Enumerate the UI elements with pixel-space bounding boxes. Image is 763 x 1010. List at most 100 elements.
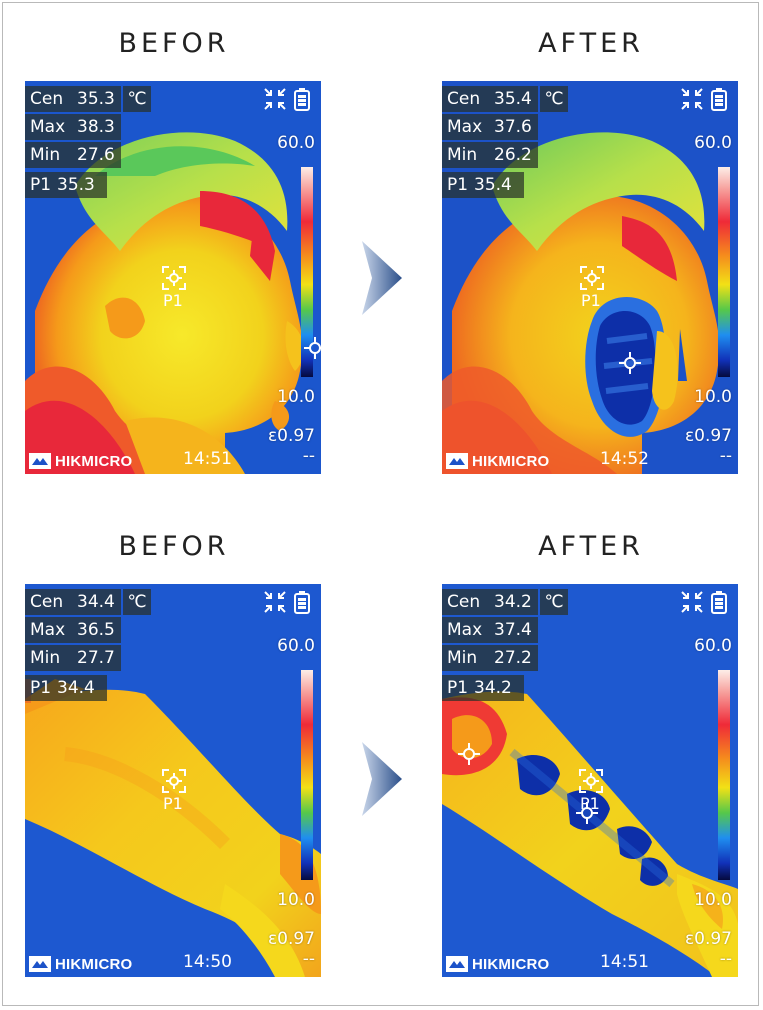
p1-tag: P1 xyxy=(163,291,183,310)
battery-icon xyxy=(294,591,310,614)
battery-icon xyxy=(711,88,727,111)
hikmicro-logo-icon xyxy=(446,956,468,972)
readout-cen-label: Cen xyxy=(447,592,481,612)
thermal-panel-arm-after: Cen 34.2 ℃ Max 37.4 Min 27.2 P1 34.2 60.0 10… xyxy=(442,584,738,977)
readout-p1-label: P1 xyxy=(30,175,52,195)
min-temp-crosshair-icon xyxy=(576,802,598,824)
readout-cen-label: Cen xyxy=(447,89,481,109)
temperature-scale-bar xyxy=(718,167,730,377)
thermal-panel-face-after: Cen 35.4 ℃ Max 37.6 Min 26.2 P1 35.4 60.0 10… xyxy=(442,81,738,474)
readout-min-value: 26.2 xyxy=(494,145,532,165)
brand-logo: HIKMICRO xyxy=(29,955,132,973)
readout-max-value: 37.4 xyxy=(494,620,532,640)
readout-p1: P1 35.3 xyxy=(25,172,107,198)
timestamp: 14:51 xyxy=(183,449,232,469)
status-icons xyxy=(264,591,310,614)
caption-before-bottom: BEFOR xyxy=(118,531,230,562)
readout-max-label: Max xyxy=(30,117,66,137)
readout-max: Max 37.4 xyxy=(442,617,538,643)
fullscreen-exit-icon xyxy=(264,591,286,613)
caption-before-top: BEFOR xyxy=(118,28,230,59)
emissivity-value: ε0.97 xyxy=(267,929,315,949)
hikmicro-logo-icon xyxy=(446,453,468,469)
chevron-right-icon xyxy=(362,742,402,816)
readout-cen-value: 35.3 xyxy=(77,89,115,109)
readout-max-value: 37.6 xyxy=(494,117,532,137)
readout-min: Min 27.2 xyxy=(442,645,538,671)
caption-after-bottom: AFTER xyxy=(538,531,644,562)
p1-marker: P1 xyxy=(161,265,187,310)
max-temp-crosshair-icon xyxy=(458,743,480,765)
p1-marker: P1 xyxy=(579,265,605,310)
battery-icon xyxy=(711,591,727,614)
readout-cen: Cen 35.3 xyxy=(25,86,121,112)
readout-p1-label: P1 xyxy=(30,678,52,698)
readout-cen: Cen 34.4 xyxy=(25,589,121,615)
readout-max: Max 36.5 xyxy=(25,617,121,643)
readout-p1: P1 34.4 xyxy=(25,675,107,701)
readout-p1-value: 35.4 xyxy=(474,175,512,195)
timestamp: 14:51 xyxy=(600,952,649,972)
readout-p1-value: 34.4 xyxy=(57,678,95,698)
temperature-unit: ℃ xyxy=(123,86,151,112)
distance-value: -- xyxy=(719,949,732,969)
readout-min: Min 27.6 xyxy=(25,142,121,168)
timestamp: 14:52 xyxy=(600,449,649,469)
brand-logo: HIKMICRO xyxy=(29,452,132,470)
scale-min-value: 10.0 xyxy=(277,890,315,910)
fullscreen-exit-icon xyxy=(681,591,703,613)
readout-max-value: 38.3 xyxy=(77,117,115,137)
status-icons xyxy=(264,88,310,111)
brand-text: HIKMICRO xyxy=(472,955,550,973)
center-point-target-icon xyxy=(580,266,604,290)
emissivity-value: ε0.97 xyxy=(684,929,732,949)
temperature-scale-bar xyxy=(718,670,730,880)
readout-max-value: 36.5 xyxy=(77,620,115,640)
scale-min-value: 10.0 xyxy=(694,890,732,910)
readout-cen-label: Cen xyxy=(30,89,64,109)
temperature-scale-bar xyxy=(301,167,313,377)
hikmicro-logo-icon xyxy=(29,956,51,972)
readout-cen-label: Cen xyxy=(30,592,64,612)
status-icons xyxy=(681,591,727,614)
thermal-panel-face-before: Cen 35.3 ℃ Max 38.3 Min 27.6 P1 35.3 60.0 10… xyxy=(25,81,321,474)
caption-after-top: AFTER xyxy=(538,28,644,59)
hikmicro-logo-icon xyxy=(29,453,51,469)
emissivity-value: ε0.97 xyxy=(684,426,732,446)
center-point-target-icon xyxy=(162,769,186,793)
center-point-target-icon xyxy=(579,769,603,793)
scale-max-value: 60.0 xyxy=(277,636,315,656)
thermal-image-arm-after xyxy=(442,584,738,977)
brand-text: HIKMICRO xyxy=(55,955,133,973)
readout-min-label: Min xyxy=(30,648,61,668)
readout-max-label: Max xyxy=(447,620,483,640)
scale-max-value: 60.0 xyxy=(277,133,315,153)
p1-marker: P1 xyxy=(161,768,187,813)
readout-cen-value: 34.2 xyxy=(494,592,532,612)
temperature-unit: ℃ xyxy=(123,589,151,615)
temperature-unit: ℃ xyxy=(540,86,568,112)
readout-min-label: Min xyxy=(447,648,478,668)
p1-tag: P1 xyxy=(581,291,601,310)
temperature-unit: ℃ xyxy=(540,589,568,615)
readout-min-label: Min xyxy=(447,145,478,165)
scale-min-value: 10.0 xyxy=(277,387,315,407)
readout-p1: P1 34.2 xyxy=(442,675,524,701)
readout-min: Min 27.7 xyxy=(25,645,121,671)
fullscreen-exit-icon xyxy=(681,88,703,110)
brand-logo: HIKMICRO xyxy=(446,955,549,973)
center-point-target-icon xyxy=(162,266,186,290)
readout-min: Min 26.2 xyxy=(442,142,538,168)
readout-p1-label: P1 xyxy=(447,678,469,698)
readout-cen-value: 34.4 xyxy=(77,592,115,612)
readout-max-label: Max xyxy=(447,117,483,137)
max-temp-crosshair-icon xyxy=(304,337,321,359)
max-temp-crosshair-icon xyxy=(619,352,641,374)
emissivity-value: ε0.97 xyxy=(267,426,315,446)
readout-p1-value: 34.2 xyxy=(474,678,512,698)
scale-max-value: 60.0 xyxy=(694,133,732,153)
brand-text: HIKMICRO xyxy=(472,452,550,470)
readout-cen: Cen 35.4 xyxy=(442,86,538,112)
readout-p1-label: P1 xyxy=(447,175,469,195)
